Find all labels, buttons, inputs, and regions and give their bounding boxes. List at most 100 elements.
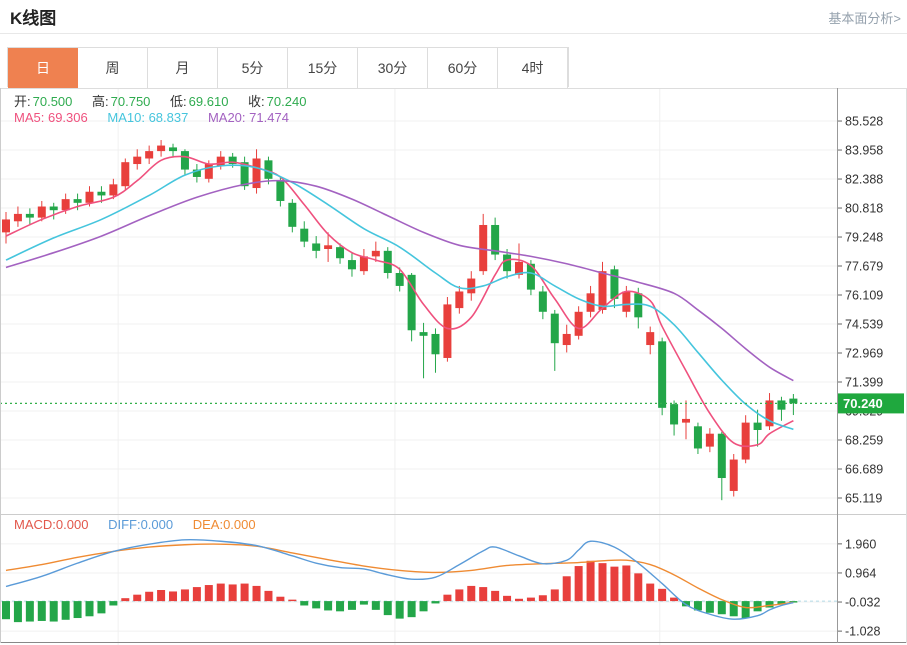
candle-body (646, 332, 655, 346)
macd-hist-bar (276, 596, 285, 602)
candle-body (288, 202, 297, 227)
price-axis-label: 74.539 (845, 318, 883, 332)
macd-hist-bar (717, 601, 726, 615)
macd-hist-bar (383, 601, 392, 616)
candle-body (204, 164, 213, 179)
candle-body (13, 213, 22, 222)
candle-body (73, 199, 82, 203)
candle-body (359, 256, 368, 272)
candle-body (347, 260, 356, 270)
candle-body (169, 147, 178, 152)
macd-hist-bar (467, 585, 476, 602)
candle-body (705, 433, 714, 447)
candle-body (491, 224, 500, 255)
macd-hist-bar (777, 601, 786, 605)
macd-hist-bar (37, 601, 46, 621)
candle-body (574, 311, 583, 336)
candle-body (777, 400, 786, 410)
candle-body (145, 151, 154, 159)
tab-4hour[interactable]: 4时 (498, 48, 568, 88)
candle-body (455, 291, 464, 309)
macd-hist-bar (395, 601, 404, 619)
candle-body (598, 271, 607, 310)
price-axis-label: 77.679 (845, 260, 883, 274)
candle-body (658, 341, 667, 408)
price-axis-label: 80.818 (845, 202, 883, 216)
macd-hist-bar (312, 601, 321, 609)
macd-axis-label: -1.028 (845, 625, 880, 639)
macd-hist-bar (562, 576, 571, 602)
macd-hist-bar (455, 589, 464, 602)
price-axis-label: 76.109 (845, 289, 883, 303)
candle-body (467, 278, 476, 294)
candle-body (503, 254, 512, 272)
price-axis-label: 71.399 (845, 375, 883, 389)
price-axis-label: 83.958 (845, 144, 883, 158)
candle-body (121, 162, 130, 187)
candle-body (419, 332, 428, 336)
candle-body (622, 291, 631, 312)
macd-hist-bar (491, 590, 500, 602)
price-axis-label: 66.689 (845, 462, 883, 476)
macd-hist-bar (264, 590, 273, 602)
candle-body (324, 245, 333, 249)
macd-hist-bar (526, 597, 535, 602)
candle-body (407, 274, 416, 331)
candle-body (682, 418, 691, 423)
ma10-line (5, 164, 794, 431)
macd-hist-bar (658, 588, 667, 602)
diff-line (5, 538, 794, 620)
macd-hist-bar (682, 601, 691, 607)
tab-5min[interactable]: 5分 (218, 48, 288, 88)
macd-hist-bar (598, 563, 607, 602)
candle-body (109, 184, 118, 196)
candle-body (157, 145, 166, 152)
candle-body (479, 224, 488, 272)
candle-body (562, 333, 571, 346)
candle-body (133, 156, 142, 165)
candle-body (2, 219, 10, 233)
macd-hist-bar (729, 601, 738, 617)
macd-hist-bar (2, 601, 10, 620)
macd-hist-bar (622, 565, 631, 602)
interval-tabbar: 日 周 月 5分 15分 30分 60分 4时 (7, 47, 569, 88)
macd-hist-bar (133, 594, 142, 602)
candle-body (765, 400, 774, 427)
macd-hist-bar (789, 601, 798, 603)
macd-hist-bar (13, 601, 22, 623)
tab-week[interactable]: 周 (78, 48, 148, 88)
macd-hist-bar (503, 595, 512, 602)
tab-day[interactable]: 日 (8, 48, 78, 88)
candle-body (431, 333, 440, 355)
macd-hist-bar (169, 591, 178, 602)
macd-hist-bar (419, 601, 428, 612)
tab-15min[interactable]: 15分 (288, 48, 358, 88)
macd-hist-bar (610, 566, 619, 602)
candle-body (753, 422, 762, 431)
tab-60min[interactable]: 60分 (428, 48, 498, 88)
fundamental-analysis-link[interactable]: 基本面分析> (828, 11, 901, 26)
candle-body (789, 398, 798, 404)
macd-hist-bar (371, 601, 380, 610)
macd-hist-bar (670, 597, 679, 602)
macd-hist-bar (514, 598, 523, 602)
candle-body (550, 313, 559, 344)
tab-month[interactable]: 月 (148, 48, 218, 88)
macd-hist-bar (25, 601, 34, 622)
macd-hist-bar (49, 601, 58, 622)
candle-body (85, 191, 94, 203)
macd-hist-bar (85, 601, 94, 617)
candle-body (37, 206, 46, 218)
macd-hist-bar (646, 583, 655, 602)
macd-hist-bar (157, 590, 166, 602)
candle-body (97, 191, 106, 196)
price-axis-label: 85.528 (845, 115, 883, 129)
tab-30min[interactable]: 30分 (358, 48, 428, 88)
candle-body (670, 404, 679, 425)
macd-hist-bar (753, 601, 762, 612)
candle-body (371, 250, 380, 257)
macd-hist-bar (705, 601, 714, 613)
macd-hist-bar (443, 594, 452, 602)
macd-hist-bar (300, 601, 309, 606)
macd-hist-bar (324, 601, 333, 611)
